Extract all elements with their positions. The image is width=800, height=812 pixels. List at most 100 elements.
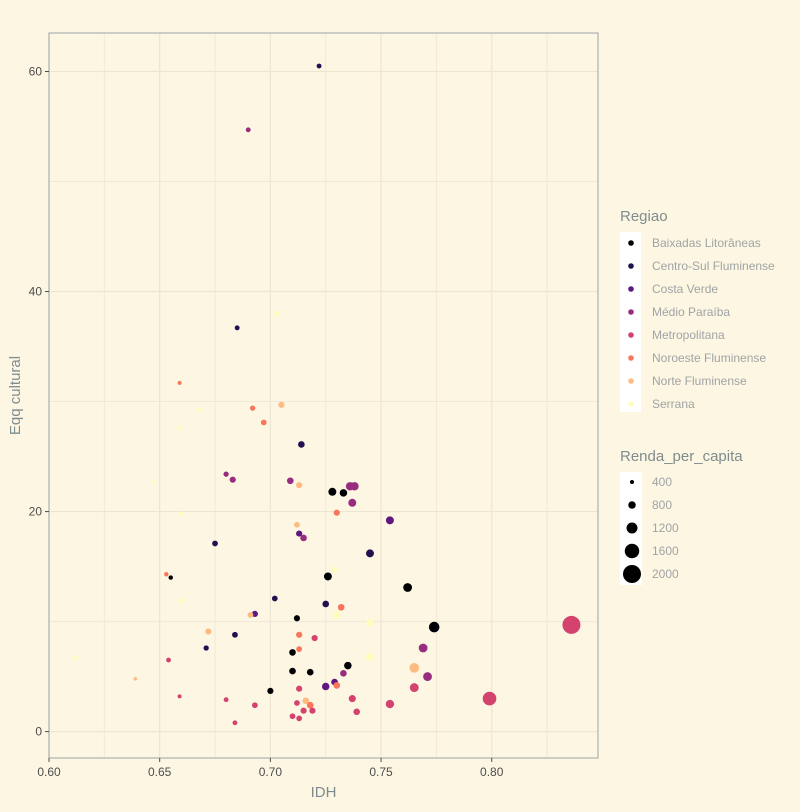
size-legend-label: 1600 bbox=[652, 544, 679, 558]
scatter-point bbox=[298, 441, 305, 448]
color-legend-key bbox=[628, 378, 634, 384]
x-axis-title: IDH bbox=[311, 784, 337, 801]
scatter-point bbox=[245, 127, 251, 133]
scatter-point bbox=[151, 480, 155, 484]
size-legend-label: 800 bbox=[652, 498, 672, 512]
y-tick-label: 20 bbox=[29, 505, 43, 519]
scatter-point bbox=[286, 477, 294, 485]
scatter-point bbox=[168, 575, 173, 580]
size-legend: Renda_per_capita 400 800 1200 1600 2000 bbox=[620, 448, 743, 585]
points-layer bbox=[73, 63, 581, 726]
size-legend-label: 400 bbox=[652, 475, 672, 489]
color-legend-label: Serrana bbox=[652, 397, 695, 411]
scatter-point bbox=[250, 405, 256, 411]
scatter-point bbox=[166, 657, 171, 663]
scatter-point bbox=[428, 621, 440, 633]
scatter-point bbox=[289, 713, 296, 720]
scatter-point bbox=[333, 682, 341, 689]
y-tick-label: 60 bbox=[29, 65, 43, 79]
scatter-point bbox=[203, 645, 209, 651]
y-tick-label: 0 bbox=[35, 725, 42, 739]
scatter-point bbox=[332, 611, 341, 619]
scatter-point bbox=[348, 498, 357, 507]
axis-layer: 0.60 0.65 0.70 0.75 0.80 0 20 40 60 bbox=[29, 65, 504, 779]
size-legend-key bbox=[628, 501, 636, 509]
color-legend-key-background bbox=[620, 232, 641, 412]
scatter-point bbox=[296, 631, 303, 638]
color-legend-key bbox=[628, 355, 634, 361]
scatter-point bbox=[311, 634, 318, 642]
scatter-point bbox=[212, 540, 218, 547]
color-legend-label: Centro-Sul Fluminense bbox=[652, 259, 775, 273]
scatter-point bbox=[409, 662, 420, 673]
scatter-point bbox=[300, 534, 307, 542]
scatter-point bbox=[196, 407, 203, 414]
scatter-point bbox=[482, 691, 497, 706]
color-legend-key bbox=[628, 309, 634, 315]
scatter-point bbox=[296, 685, 303, 692]
scatter-point bbox=[409, 683, 419, 692]
scatter-point bbox=[365, 652, 375, 661]
scatter-point bbox=[177, 694, 182, 699]
scatter-point bbox=[296, 715, 303, 722]
scatter-point bbox=[322, 600, 330, 608]
scatter-point bbox=[385, 699, 395, 709]
scatter-point bbox=[260, 419, 267, 426]
scatter-point bbox=[289, 649, 296, 656]
scatter-point bbox=[333, 509, 340, 516]
size-legend-key bbox=[626, 522, 638, 534]
scatter-point bbox=[229, 476, 236, 483]
y-tick-label: 40 bbox=[29, 285, 43, 299]
color-legend-key bbox=[628, 263, 634, 269]
scatter-point bbox=[353, 708, 361, 716]
x-tick-label: 0.80 bbox=[480, 765, 504, 779]
scatter-point bbox=[328, 487, 337, 496]
scatter-point bbox=[267, 687, 274, 694]
scatter-point bbox=[223, 471, 229, 477]
scatter-point bbox=[366, 549, 374, 558]
color-legend-label: Baixadas Litorâneas bbox=[652, 236, 761, 250]
color-legend-title: Regiao bbox=[620, 208, 668, 225]
color-legend-label: Médio Paraíba bbox=[652, 305, 730, 319]
color-legend-key bbox=[628, 240, 634, 246]
color-legend: Regiao Baixadas Litorâneas Centro-Sul Flu… bbox=[620, 208, 775, 412]
scatter-point bbox=[223, 697, 229, 703]
scatter-point bbox=[294, 521, 300, 528]
size-legend-key bbox=[630, 480, 634, 484]
scatter-point bbox=[300, 707, 307, 714]
scatter-point bbox=[179, 598, 185, 604]
scatter-point bbox=[350, 482, 359, 491]
scatter-point bbox=[296, 530, 303, 537]
scatter-point bbox=[274, 310, 280, 317]
color-legend-label: Costa Verde bbox=[652, 282, 718, 296]
scatter-point bbox=[331, 566, 338, 573]
size-legend-label: 2000 bbox=[652, 567, 679, 581]
y-axis-title: Eqq cultural bbox=[7, 356, 24, 435]
scatter-point bbox=[403, 583, 413, 592]
size-legend-title: Renda_per_capita bbox=[620, 448, 743, 465]
scatter-point bbox=[344, 661, 352, 670]
x-tick-label: 0.65 bbox=[148, 765, 172, 779]
x-tick-label: 0.60 bbox=[37, 765, 61, 779]
scatter-point bbox=[73, 655, 78, 660]
x-tick-label: 0.70 bbox=[259, 765, 283, 779]
scatter-point bbox=[323, 572, 332, 581]
size-legend-key bbox=[623, 565, 641, 583]
scatter-point bbox=[294, 700, 300, 706]
color-legend-key bbox=[628, 401, 634, 407]
size-legend-label: 1200 bbox=[652, 521, 679, 535]
scatter-point bbox=[177, 380, 182, 385]
scatter-point bbox=[348, 695, 356, 703]
scatter-point bbox=[278, 401, 285, 408]
scatter-point bbox=[232, 631, 238, 638]
scatter-point bbox=[562, 615, 581, 634]
scatter-point bbox=[296, 646, 303, 652]
scatter-point bbox=[306, 701, 314, 709]
scatter-point bbox=[340, 669, 347, 677]
scatter-point bbox=[306, 668, 314, 676]
scatter-point bbox=[302, 697, 310, 705]
scatter-point bbox=[289, 667, 296, 675]
